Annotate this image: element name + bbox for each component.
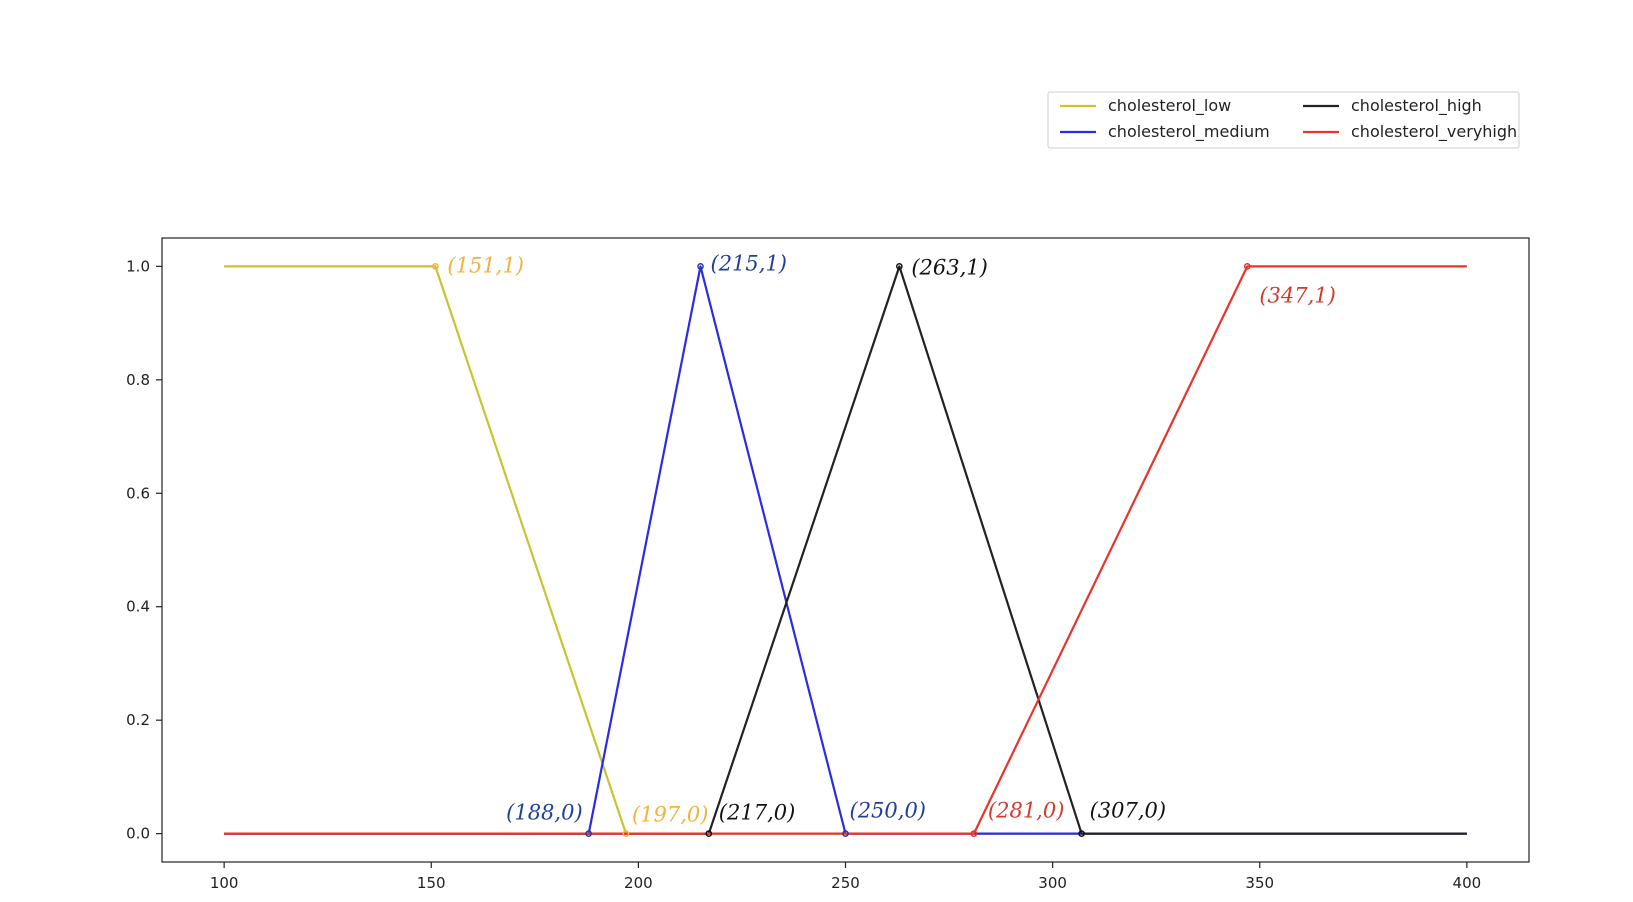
x-tick-label: 350 xyxy=(1245,874,1274,892)
y-tick-label: 0.0 xyxy=(126,825,150,843)
x-tick-label: 400 xyxy=(1453,874,1482,892)
point-marker xyxy=(585,830,593,837)
y-tick-label: 0.4 xyxy=(126,598,150,616)
point-marker xyxy=(1078,830,1085,837)
series-lines xyxy=(224,265,1467,835)
x-tick-label: 150 xyxy=(417,874,446,892)
point-annotation: (307,0) xyxy=(1090,799,1167,823)
point-annotation: (250,0) xyxy=(850,799,927,823)
point-annotation: (217,0) xyxy=(719,801,796,825)
point-marker xyxy=(842,830,849,837)
y-tick-label: 1.0 xyxy=(126,257,150,275)
plot-area-frame xyxy=(161,237,1530,863)
y-tick-label: 0.6 xyxy=(126,484,150,502)
legend: cholesterol_low cholesterol_medium cholest… xyxy=(1047,91,1520,149)
point-annotation: (347,1) xyxy=(1259,283,1336,307)
point-marker xyxy=(896,263,903,270)
legend-label: cholesterol_medium xyxy=(1108,122,1270,142)
y-axis: 0.0 0.2 0.4 0.6 0.8 1.0 xyxy=(126,257,162,843)
x-axis: 100 150 200 250 300 350 400 xyxy=(210,862,1481,892)
point-marker xyxy=(432,263,439,270)
point-annotation: (197,0) xyxy=(632,803,709,827)
legend-label: cholesterol_low xyxy=(1108,96,1231,116)
point-marker xyxy=(622,830,630,837)
legend-box xyxy=(1047,91,1520,149)
point-marker xyxy=(970,830,978,837)
point-annotation: (188,0) xyxy=(506,801,583,825)
series-line-cholesterol-veryhigh xyxy=(224,265,1467,835)
x-tick-label: 300 xyxy=(1038,874,1067,892)
point-marker xyxy=(705,830,713,837)
point-annotations: (151,1) (215,1) (263,1) (347,1) (188,0) (197,… xyxy=(447,251,1335,826)
x-tick-label: 100 xyxy=(210,874,239,892)
x-tick-label: 250 xyxy=(831,874,860,892)
point-annotation: (151,1) xyxy=(447,253,524,277)
point-marker xyxy=(1243,263,1251,270)
point-annotation: (263,1) xyxy=(911,255,988,279)
y-tick-label: 0.2 xyxy=(126,711,150,729)
legend-label: cholesterol_high xyxy=(1351,96,1482,116)
x-tick-label: 200 xyxy=(624,874,653,892)
point-markers xyxy=(432,263,1251,837)
point-annotation: (215,1) xyxy=(711,251,788,275)
legend-label: cholesterol_veryhigh xyxy=(1351,122,1517,142)
point-marker xyxy=(697,263,704,270)
point-annotation: (281,0) xyxy=(988,799,1065,823)
y-tick-label: 0.8 xyxy=(126,371,150,389)
